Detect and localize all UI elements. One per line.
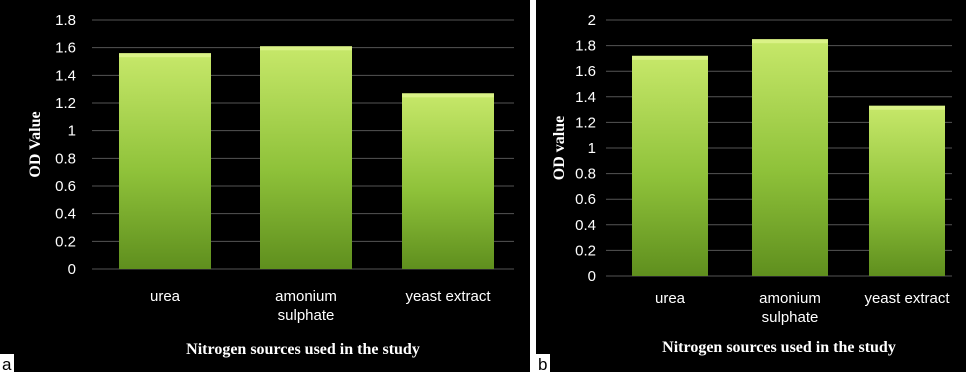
x-category-label: amonium	[275, 288, 337, 305]
y-tick-label: 0	[68, 261, 76, 278]
y-tick-label: 0.4	[575, 217, 596, 234]
bar-amonium-sulphate	[752, 39, 828, 277]
x-axis-title: Nitrogen sources used in the study	[186, 341, 420, 358]
y-tick-label: 0.8	[55, 150, 76, 167]
bar-top-highlight	[402, 93, 494, 98]
panel-divider	[530, 0, 536, 372]
panel-letter-a: a	[2, 355, 12, 372]
y-tick-label: 1.8	[55, 12, 76, 29]
y-tick-label: 0.4	[55, 206, 76, 223]
y-tick-label: 0.2	[575, 242, 596, 259]
x-category-label: sulphate	[278, 307, 335, 324]
y-tick-label: 2	[588, 12, 596, 29]
bar-top-highlight	[752, 39, 828, 44]
bar-top-highlight	[119, 53, 211, 58]
y-tick-label: 1.8	[575, 38, 596, 55]
y-tick-label: 0.6	[55, 178, 76, 195]
x-category-label: yeast extract	[864, 290, 950, 307]
y-tick-label: 1.2	[575, 114, 596, 131]
bar-top-highlight	[869, 105, 945, 110]
chart-panel-b: 0 0.2 0.4 0.6 0.8 1 1.2 1.4 1.6 1.8 2 urea amonium su…	[536, 0, 966, 372]
bar-urea	[632, 55, 708, 277]
y-axis-title: OD value	[551, 116, 568, 180]
x-category-label: yeast extract	[405, 288, 491, 305]
y-tick-label: 1.6	[55, 40, 76, 57]
y-tick-label: 0.6	[575, 191, 596, 208]
chart-b-svg: 0 0.2 0.4 0.6 0.8 1 1.2 1.4 1.6 1.8 2 urea amonium su…	[536, 12, 952, 372]
x-category-label: urea	[655, 290, 686, 307]
bar-yeast-extract	[402, 93, 494, 269]
bar-top-highlight	[632, 55, 708, 60]
panel-letter-b: b	[538, 355, 547, 372]
bar-amonium-sulphate	[260, 46, 352, 270]
x-category-label: sulphate	[762, 309, 819, 326]
x-category-label: amonium	[759, 290, 821, 307]
y-tick-label: 1	[588, 140, 596, 157]
bar-top-highlight	[260, 46, 352, 51]
y-tick-label: 1	[68, 123, 76, 140]
chart-a-svg: 0 0.2 0.4 0.6 0.8 1 1.2 1.4 1.6 1.8 urea amonium sul…	[0, 12, 514, 372]
panel-letter-box	[536, 354, 550, 372]
y-tick-label: 1.2	[55, 95, 76, 112]
y-tick-label: 1.6	[575, 63, 596, 80]
y-axis-title: OD Value	[27, 111, 44, 177]
x-axis-title: Nitrogen sources used in the study	[662, 339, 896, 356]
x-category-label: urea	[150, 288, 181, 305]
y-tick-label: 1.4	[55, 67, 76, 84]
bar-urea	[119, 53, 211, 270]
y-tick-label: 0.2	[55, 233, 76, 250]
y-tick-label: 0	[588, 268, 596, 285]
chart-panel-a: 0 0.2 0.4 0.6 0.8 1 1.2 1.4 1.6 1.8 urea amonium sul…	[0, 0, 530, 372]
y-tick-label: 1.4	[575, 89, 596, 106]
y-tick-label: 0.8	[575, 166, 596, 183]
bar-yeast-extract	[869, 105, 945, 276]
panel-letter-box	[0, 354, 14, 372]
